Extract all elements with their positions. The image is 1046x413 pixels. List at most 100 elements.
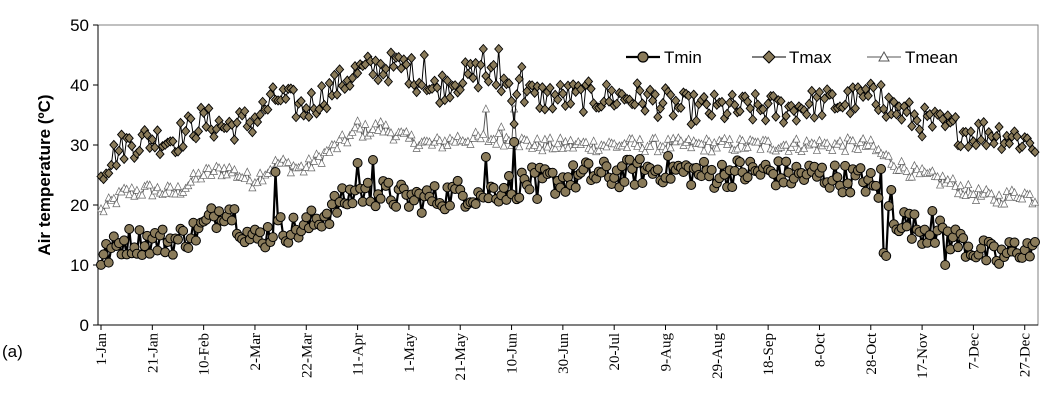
data-point-tmin [906, 233, 917, 244]
data-point-tmax [419, 49, 429, 61]
data-point-tmean [553, 139, 562, 148]
data-point-tmean [386, 128, 396, 137]
data-point-tmin [403, 201, 414, 212]
series-line-tmean [100, 108, 1036, 213]
data-point-tmin [583, 158, 594, 169]
data-point-tmin [444, 200, 455, 211]
data-point-tmax [850, 103, 860, 114]
data-point-tmean [230, 164, 239, 174]
data-point-tmax [512, 89, 522, 100]
data-point-tmean [297, 161, 306, 170]
data-point-tmean [545, 133, 555, 142]
data-point-tmean [938, 171, 947, 180]
data-point-tmax [863, 90, 873, 101]
x-tick-label: 28-Oct [864, 332, 880, 374]
data-point-tmin [742, 172, 753, 183]
x-tick-label: 29-Aug [710, 333, 726, 379]
data-point-tmax [637, 98, 648, 109]
data-point-tmin [832, 172, 843, 183]
data-point-tmin [488, 182, 499, 193]
data-point-tmin [226, 215, 237, 226]
data-point-tmax [943, 110, 953, 121]
data-point-tmin [963, 241, 974, 252]
data-point-tmax [920, 102, 930, 113]
data-point-tmean [204, 163, 213, 172]
data-point-tmean [407, 130, 416, 139]
data-point-tmax [789, 105, 799, 117]
data-point-tmax [668, 110, 678, 121]
data-point-tmean [348, 127, 357, 136]
data-point-tmean [587, 145, 596, 154]
data-point-tmax [168, 136, 178, 147]
data-point-tmean [897, 156, 906, 165]
data-point-tmax [155, 148, 165, 160]
data-point-tmean [368, 124, 378, 133]
data-point-tmean [902, 166, 911, 175]
data-point-tmean [381, 120, 390, 129]
data-point-tmax [699, 91, 709, 103]
data-point-tmean [812, 145, 821, 154]
data-point-tmin [416, 207, 427, 218]
data-point-tmin [940, 260, 951, 270]
data-point-tmax [514, 73, 524, 85]
data-point-tmean [356, 124, 365, 133]
data-point-tmin [981, 255, 992, 266]
data-point-tmax [147, 134, 157, 145]
data-point-tmean [951, 181, 960, 190]
data-point-tmean [302, 162, 311, 171]
data-point-tmax [791, 115, 801, 126]
data-point-tmax [879, 103, 889, 115]
data-point-tmean [332, 143, 342, 153]
x-tick-label: 7-Dec [966, 333, 982, 370]
data-point-tmax [432, 82, 442, 93]
data-point-tmin [568, 160, 579, 171]
data-point-tmax [578, 106, 588, 118]
x-tick-label: 21-Jan [145, 333, 161, 373]
x-tick-label: 2-Mar [248, 333, 264, 371]
data-point-tmin [457, 190, 468, 201]
data-point-tmean [309, 156, 319, 165]
data-point-tmax [401, 59, 411, 70]
data-point-tmean [522, 135, 532, 144]
data-point-tmax [676, 102, 686, 113]
data-point-tmean [214, 163, 224, 172]
data-point-tmean [841, 146, 850, 155]
data-point-tmean [392, 131, 401, 141]
data-point-tmin [270, 167, 281, 177]
data-point-tmean [240, 173, 249, 182]
data-point-tmax [240, 106, 250, 117]
data-point-tmin [883, 201, 894, 212]
data-point-tmax [178, 141, 188, 152]
data-point-tmax [604, 96, 614, 107]
data-point-tmean [492, 139, 501, 148]
data-point-tmin [383, 177, 394, 188]
data-point-tmax [745, 103, 755, 114]
data-point-tmax [632, 78, 642, 89]
data-point-tmean [153, 182, 162, 191]
data-point-tmax [876, 79, 886, 91]
data-point-tmin [829, 160, 840, 171]
data-point-tmean [712, 143, 721, 152]
data-point-tmean [563, 143, 573, 152]
legend-marker-tmin [637, 51, 649, 63]
x-tick-label: 20-Jul [607, 333, 623, 371]
data-point-tmax [483, 76, 494, 87]
data-point-tmax [468, 72, 478, 84]
data-point-tmax [450, 80, 460, 91]
data-point-tmin [211, 223, 222, 234]
data-point-tmean [317, 158, 326, 167]
data-point-tmax [950, 112, 961, 123]
data-point-tmean [815, 135, 824, 144]
data-point-tmean [145, 180, 154, 189]
data-point-tmax [540, 104, 550, 115]
data-point-tmin [958, 233, 969, 244]
data-point-tmin [727, 182, 738, 193]
data-point-tmax [376, 58, 386, 70]
legend-item-tmean: Tmean [867, 48, 958, 67]
data-point-tmean [137, 190, 147, 199]
data-point-tmean [435, 135, 444, 144]
data-point-tmax [671, 95, 681, 106]
data-point-tmin [881, 251, 892, 261]
data-point-tmean [361, 119, 370, 128]
data-point-tmax [209, 131, 219, 142]
